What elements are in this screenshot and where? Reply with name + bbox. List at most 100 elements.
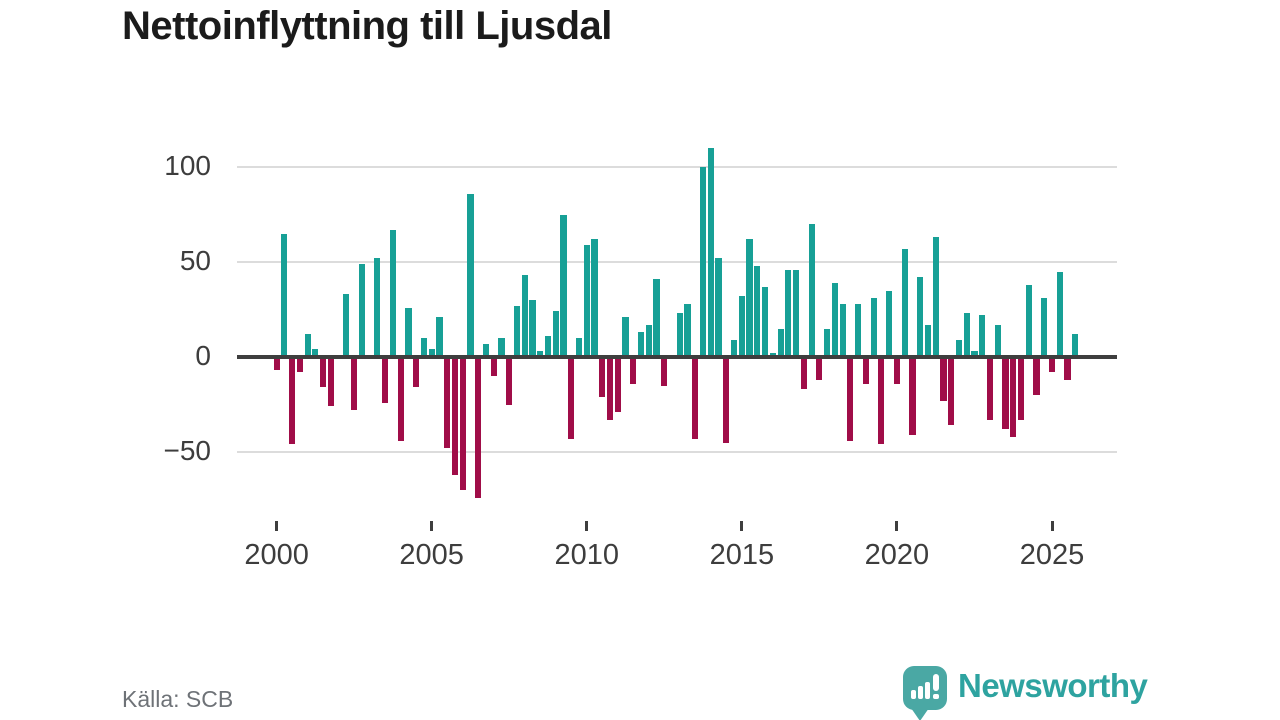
bar-2007-Q1 bbox=[490, 357, 497, 376]
bar-2023-Q2 bbox=[994, 324, 1001, 357]
logo-exclamation-dot-icon bbox=[933, 694, 939, 699]
bar-2009-Q4 bbox=[575, 338, 583, 357]
bar-2014-Q4 bbox=[730, 339, 738, 357]
x-tick-2020 bbox=[895, 521, 899, 531]
bar-2011-Q2 bbox=[622, 317, 629, 357]
newsworthy-bubble-icon bbox=[903, 666, 947, 710]
bar-2020-Q2 bbox=[901, 248, 908, 357]
bar-2000-Q2 bbox=[281, 233, 288, 357]
bar-2010-Q2 bbox=[591, 239, 598, 357]
bar-2013-Q2 bbox=[684, 303, 691, 357]
bar-2025-Q3 bbox=[1064, 357, 1071, 380]
bar-2006-Q3 bbox=[475, 357, 482, 498]
bar-2008-Q4 bbox=[544, 336, 552, 357]
x-tick-label-2000: 2000 bbox=[244, 539, 309, 571]
bar-2012-Q2 bbox=[653, 279, 660, 357]
bar-2019-Q2 bbox=[870, 298, 877, 357]
bar-2024-Q2 bbox=[1025, 284, 1032, 357]
bar-2018-Q4 bbox=[855, 303, 862, 357]
bar-2006-Q1 bbox=[459, 357, 466, 490]
source-label: Källa: SCB bbox=[122, 686, 234, 712]
bar-2019-Q1 bbox=[862, 357, 869, 384]
bar-2015-Q4 bbox=[762, 286, 769, 357]
bar-2024-Q3 bbox=[1033, 357, 1040, 395]
chart-title: Nettoinflyttning till Ljusdal bbox=[122, 4, 612, 48]
bar-2022-Q4 bbox=[979, 315, 986, 357]
bar-2015-Q2 bbox=[746, 239, 753, 357]
bar-2024-Q4 bbox=[1041, 298, 1048, 357]
bar-2014-Q1 bbox=[707, 148, 714, 357]
bar-2001-Q3 bbox=[320, 357, 327, 388]
bar-2017-Q4 bbox=[824, 328, 831, 357]
y-tick-label-50: 50 bbox=[179, 245, 211, 276]
bar-2020-Q3 bbox=[909, 357, 916, 435]
bar-2000-Q3 bbox=[289, 357, 296, 445]
bar-2020-Q4 bbox=[917, 277, 924, 357]
bar-2002-Q3 bbox=[351, 357, 358, 411]
x-tick-label-2025: 2025 bbox=[1019, 539, 1085, 571]
bar-2004-Q4 bbox=[420, 338, 427, 357]
bar-2013-Q1 bbox=[676, 313, 683, 357]
bar-2023-Q4 bbox=[1010, 357, 1017, 437]
bar-2001-Q1 bbox=[304, 334, 311, 357]
bar-2009-Q3 bbox=[568, 357, 575, 439]
bar-2023-Q1 bbox=[986, 357, 994, 420]
bar-2007-Q2 bbox=[498, 338, 505, 357]
x-tick-2005 bbox=[430, 521, 434, 531]
bar-2020-Q1 bbox=[893, 357, 900, 384]
bar-2015-Q3 bbox=[754, 265, 761, 357]
bar-2008-Q1 bbox=[521, 275, 528, 357]
zero-axis-line bbox=[237, 355, 1117, 359]
bar-2003-Q4 bbox=[389, 229, 396, 357]
newsworthy-wordmark: Newsworthy bbox=[958, 667, 1148, 704]
bar-2008-Q2 bbox=[529, 300, 536, 357]
bar-2010-Q4 bbox=[606, 357, 614, 420]
bar-2021-Q4 bbox=[948, 357, 955, 426]
bar-2008-Q3 bbox=[537, 351, 544, 357]
bar-2018-Q3 bbox=[847, 357, 854, 441]
bar-2005-Q4 bbox=[451, 357, 459, 475]
bar-2021-Q1 bbox=[924, 324, 932, 357]
bar-2011-Q4 bbox=[637, 332, 645, 357]
x-tick-2015 bbox=[740, 521, 744, 531]
logo-bar-icon bbox=[911, 690, 916, 699]
bar-2022-Q2 bbox=[963, 313, 970, 357]
x-tick-label-2020: 2020 bbox=[864, 539, 930, 571]
bar-2012-Q3 bbox=[661, 357, 668, 386]
y-tick-label-100: 100 bbox=[164, 150, 211, 181]
y-tick-label-0: 0 bbox=[195, 340, 211, 371]
bar-2022-Q3 bbox=[971, 351, 978, 357]
bar-2007-Q3 bbox=[506, 357, 513, 405]
logo-bar-icon bbox=[918, 686, 923, 699]
bar-2015-Q1 bbox=[738, 296, 745, 357]
bar-2013-Q4 bbox=[699, 167, 707, 357]
logo-bubble-tail bbox=[911, 708, 929, 720]
bar-2011-Q3 bbox=[630, 357, 637, 384]
logo-bar-icon bbox=[925, 682, 930, 699]
bar-2010-Q1 bbox=[583, 244, 590, 357]
bar-2005-Q1 bbox=[428, 349, 435, 357]
bar-2006-Q4 bbox=[482, 343, 490, 357]
bar-2006-Q2 bbox=[467, 193, 474, 357]
bar-2025-Q1 bbox=[1048, 357, 1056, 373]
bar-2016-Q4 bbox=[793, 269, 800, 357]
bar-2003-Q2 bbox=[374, 258, 381, 357]
gridline--50 bbox=[237, 451, 1117, 453]
bar-2011-Q1 bbox=[614, 357, 621, 413]
bar-2003-Q3 bbox=[382, 357, 389, 403]
bar-2009-Q2 bbox=[560, 214, 567, 357]
bar-2021-Q3 bbox=[940, 357, 947, 401]
bar-2001-Q4 bbox=[327, 357, 334, 407]
bar-2017-Q3 bbox=[816, 357, 823, 380]
bar-2004-Q3 bbox=[413, 357, 420, 388]
bar-2004-Q2 bbox=[405, 307, 412, 357]
bar-2007-Q4 bbox=[513, 305, 521, 357]
bar-2009-Q1 bbox=[552, 311, 559, 357]
x-tick-2000 bbox=[275, 521, 279, 531]
logo-exclamation-icon bbox=[933, 674, 939, 691]
bar-2010-Q3 bbox=[599, 357, 606, 397]
bar-2018-Q2 bbox=[839, 303, 846, 357]
bar-2013-Q3 bbox=[692, 357, 699, 439]
bar-2025-Q4 bbox=[1072, 334, 1079, 357]
